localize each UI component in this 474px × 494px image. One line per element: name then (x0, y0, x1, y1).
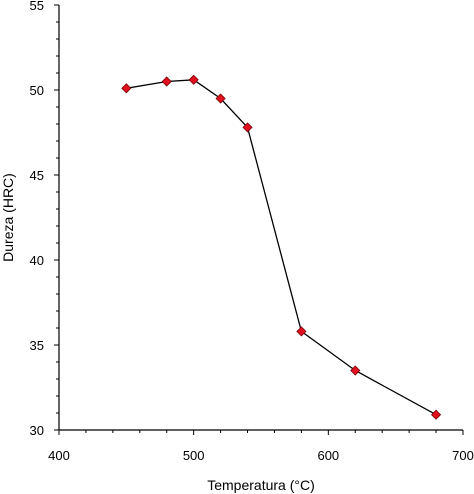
series-line (126, 79, 437, 416)
data-point (188, 74, 199, 85)
y-tick-label: 45 (30, 168, 44, 183)
data-point (215, 93, 226, 104)
data-point (296, 326, 307, 337)
y-tick-label: 55 (30, 0, 44, 13)
data-point (242, 122, 253, 133)
x-tick-label: 400 (48, 448, 70, 463)
y-tick-label: 50 (30, 83, 44, 98)
tick-marks (54, 4, 464, 435)
x-tick-label: 500 (183, 448, 205, 463)
data-point (350, 365, 361, 376)
y-tick-label: 30 (30, 423, 44, 438)
x-axis-title: Temperatura (°C) (207, 477, 315, 493)
x-tick-label: 600 (317, 448, 339, 463)
tick-labels: 30 35 40 45 50 55 400 500 600 700 (30, 0, 474, 463)
x-tick-label: 700 (452, 448, 474, 463)
data-point (431, 409, 442, 420)
data-point (161, 76, 172, 87)
y-tick-label: 35 (30, 338, 44, 353)
y-tick-label: 40 (30, 253, 44, 268)
y-axis-title: Dureza (HRC) (0, 173, 16, 262)
data-series (121, 74, 442, 420)
data-point (121, 83, 132, 94)
axes (58, 5, 463, 431)
